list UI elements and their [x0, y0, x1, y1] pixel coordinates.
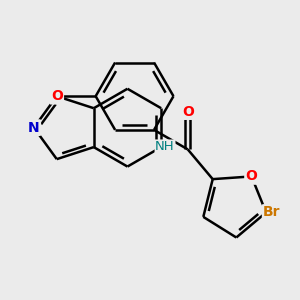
Text: O: O	[246, 169, 257, 183]
Text: N: N	[28, 121, 40, 135]
Text: Br: Br	[263, 206, 281, 220]
Text: O: O	[182, 105, 194, 118]
Text: NH: NH	[155, 140, 175, 153]
Text: O: O	[51, 89, 63, 103]
